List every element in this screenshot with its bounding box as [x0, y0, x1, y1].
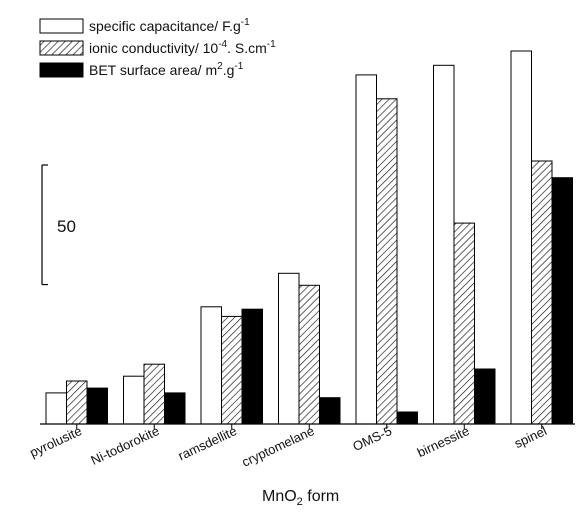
bar-black-7: [551, 177, 573, 425]
legend: specific capacitance/ F.g-1 ionic conduct…: [39, 17, 276, 78]
bar-white-2: [123, 375, 145, 425]
bar-hatched-4: [298, 284, 320, 425]
legend-swatch-black: [39, 62, 84, 78]
category-label: cryptomelane: [239, 423, 316, 470]
bars: [45, 50, 573, 425]
bar-hatched-7: [531, 160, 553, 425]
scale-bar-label: 50: [57, 217, 76, 236]
bar-hatched-5: [376, 98, 398, 425]
legend-label: BET surface area/ m2.g-1: [89, 61, 244, 78]
bar-black-4: [319, 397, 341, 425]
bar-black-3: [241, 308, 263, 425]
bar-white-7: [510, 50, 532, 425]
bar-black-5: [396, 411, 418, 425]
scale-bar: 50: [41, 164, 76, 286]
bar-hatched-1: [66, 380, 88, 425]
bar-white-5: [355, 74, 377, 425]
bar-black-2: [164, 392, 186, 425]
bar-black-1: [86, 387, 108, 425]
bar-hatched-3: [221, 315, 243, 425]
category-label: birnessite: [415, 423, 472, 460]
category-label: spinel: [512, 423, 549, 451]
bar-white-4: [278, 272, 300, 425]
bar-black-6: [474, 368, 496, 425]
legend-label: specific capacitance/ F.g-1: [89, 17, 250, 34]
category-label: ramsdellite: [176, 423, 239, 463]
bar-white-1: [45, 392, 67, 425]
legend-swatch-white: [39, 18, 84, 34]
category-label: pyrolusite: [27, 423, 84, 460]
category-label: Ni-todorokite: [88, 423, 161, 468]
bar-hatched-6: [453, 222, 475, 425]
bar-white-6: [433, 64, 455, 425]
bar-white-3: [200, 306, 222, 425]
legend-label: ionic conductivity/ 10-4. S.cm-1: [89, 39, 276, 56]
x-axis: pyrolusite Ni-todorokite ramsdellite crypto…: [27, 423, 575, 508]
category-label: OMS-5: [350, 423, 394, 454]
bar-hatched-2: [143, 363, 165, 425]
legend-swatch-hatched: [39, 40, 84, 56]
x-axis-title: MnO2 form: [262, 488, 339, 508]
